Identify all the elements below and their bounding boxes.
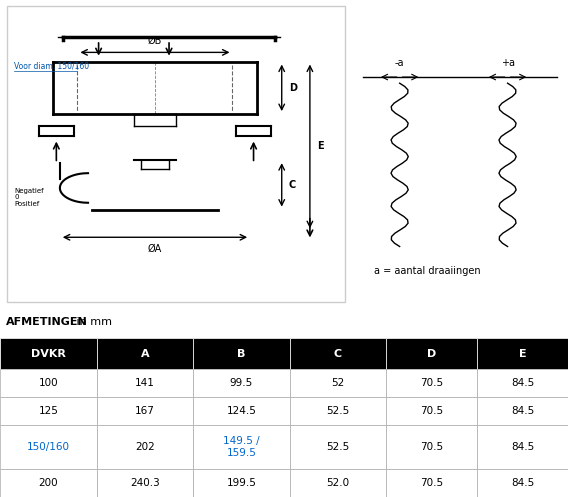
Text: 84.5: 84.5 (511, 406, 534, 416)
Bar (0, 369, 97, 397)
Text: E: E (519, 348, 527, 358)
Bar (0, 425, 97, 469)
Bar (97, 338, 193, 369)
Text: 202: 202 (135, 442, 154, 452)
Bar (477, 338, 568, 369)
Text: 84.5: 84.5 (511, 378, 534, 388)
Bar (386, 369, 477, 397)
Text: 84.5: 84.5 (511, 442, 534, 452)
Text: A: A (140, 348, 149, 358)
Bar (386, 397, 477, 425)
Text: C: C (334, 348, 342, 358)
Bar (97, 469, 193, 497)
Bar (97, 425, 193, 469)
Text: ØB: ØB (148, 36, 162, 46)
Text: 70.5: 70.5 (420, 406, 443, 416)
Text: 167: 167 (135, 406, 154, 416)
Text: 240.3: 240.3 (130, 478, 160, 488)
Text: Negatief: Negatief (14, 187, 44, 194)
Text: 150/160: 150/160 (27, 442, 70, 452)
Text: E: E (317, 141, 324, 152)
Text: 100: 100 (39, 378, 58, 388)
Text: 200: 200 (39, 478, 58, 488)
Bar (193, 338, 290, 369)
Text: 52.5: 52.5 (327, 442, 349, 452)
Bar (193, 425, 290, 469)
Bar (97, 369, 193, 397)
Text: 125: 125 (39, 406, 58, 416)
Text: ØA: ØA (148, 244, 162, 253)
Text: 70.5: 70.5 (420, 442, 443, 452)
Text: 52.0: 52.0 (327, 478, 349, 488)
Bar (386, 425, 477, 469)
Text: Positief: Positief (14, 201, 39, 207)
Bar (193, 369, 290, 397)
Bar (477, 397, 568, 425)
Bar (386, 338, 477, 369)
Text: 149.5 /
159.5: 149.5 / 159.5 (223, 436, 260, 458)
Text: 52: 52 (331, 378, 345, 388)
Bar (477, 469, 568, 497)
Text: +a: +a (500, 58, 515, 68)
Text: D: D (427, 348, 436, 358)
Text: a = aantal draaiingen: a = aantal draaiingen (374, 266, 481, 276)
Text: in mm: in mm (73, 317, 112, 327)
Text: Voor diam. 150/160: Voor diam. 150/160 (14, 62, 89, 71)
Bar (290, 425, 386, 469)
Text: 70.5: 70.5 (420, 478, 443, 488)
Text: 141: 141 (135, 378, 154, 388)
Text: 99.5: 99.5 (230, 378, 253, 388)
Bar (0, 469, 97, 497)
Bar (290, 338, 386, 369)
Bar (290, 369, 386, 397)
Text: 84.5: 84.5 (511, 478, 534, 488)
Text: 70.5: 70.5 (420, 378, 443, 388)
Bar (290, 469, 386, 497)
Text: C: C (289, 180, 296, 190)
Text: 124.5: 124.5 (227, 406, 256, 416)
Bar (386, 469, 477, 497)
Bar (97, 397, 193, 425)
Text: DVKR: DVKR (31, 348, 66, 358)
Text: -a: -a (395, 58, 404, 68)
Text: AFMETINGEN: AFMETINGEN (6, 317, 87, 327)
Bar (0, 338, 97, 369)
Text: 52.5: 52.5 (327, 406, 349, 416)
Bar (290, 397, 386, 425)
Bar (477, 425, 568, 469)
Bar (193, 397, 290, 425)
Bar (0, 397, 97, 425)
Text: D: D (289, 83, 296, 93)
Bar (477, 369, 568, 397)
Text: 0: 0 (14, 194, 19, 200)
Bar (193, 469, 290, 497)
Text: 199.5: 199.5 (227, 478, 256, 488)
Text: B: B (237, 348, 245, 358)
